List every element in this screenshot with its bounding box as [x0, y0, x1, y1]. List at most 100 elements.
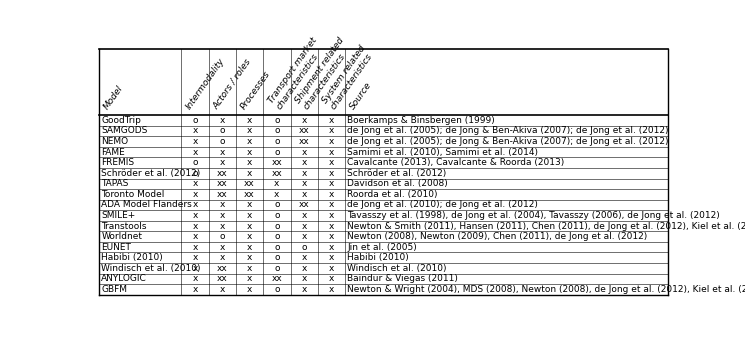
Text: xx: xx	[271, 274, 282, 284]
Text: Toronto Model: Toronto Model	[101, 190, 165, 199]
Text: Shipment related
characteristics: Shipment related characteristics	[294, 36, 354, 111]
Text: xx: xx	[299, 200, 310, 209]
Text: xx: xx	[299, 137, 310, 146]
Text: x: x	[192, 137, 197, 146]
Text: x: x	[302, 264, 307, 273]
Text: x: x	[247, 126, 253, 135]
Text: x: x	[302, 190, 307, 199]
Text: x: x	[192, 179, 197, 188]
Text: x: x	[274, 179, 279, 188]
Text: x: x	[274, 190, 279, 199]
Text: o: o	[192, 158, 197, 167]
Text: xx: xx	[217, 169, 228, 178]
Text: x: x	[192, 243, 197, 252]
Text: x: x	[192, 232, 197, 241]
Text: x: x	[247, 158, 253, 167]
Text: x: x	[247, 200, 253, 209]
Text: x: x	[247, 137, 253, 146]
Text: xx: xx	[217, 264, 228, 273]
Text: Roorda et al. (2010): Roorda et al. (2010)	[347, 190, 438, 199]
Text: x: x	[329, 253, 335, 262]
Text: o: o	[220, 137, 225, 146]
Text: o: o	[274, 137, 279, 146]
Text: Schröder et al. (2012): Schröder et al. (2012)	[347, 169, 447, 178]
Text: Newton (2008), Newton (2009), Chen (2011), de Jong et al. (2012): Newton (2008), Newton (2009), Chen (2011…	[347, 232, 647, 241]
Text: x: x	[302, 253, 307, 262]
Text: x: x	[192, 126, 197, 135]
Text: x: x	[302, 158, 307, 167]
Text: o: o	[220, 126, 225, 135]
Text: o: o	[192, 116, 197, 125]
Text: x: x	[302, 274, 307, 284]
Text: o: o	[274, 232, 279, 241]
Text: Cavalcante (2013), Cavalcante & Roorda (2013): Cavalcante (2013), Cavalcante & Roorda (…	[347, 158, 565, 167]
Text: Newton & Smith (2011), Hansen (2011), Chen (2011), de Jong et al. (2012), Kiel e: Newton & Smith (2011), Hansen (2011), Ch…	[347, 222, 745, 231]
Text: x: x	[247, 243, 253, 252]
Text: o: o	[220, 232, 225, 241]
Text: de Jong et al. (2010); de Jong et al. (2012): de Jong et al. (2010); de Jong et al. (2…	[347, 200, 539, 209]
Text: o: o	[274, 285, 279, 294]
Text: x: x	[329, 158, 335, 167]
Text: x: x	[192, 211, 197, 220]
Text: Worldnet: Worldnet	[101, 232, 142, 241]
Text: System related
characteristics: System related characteristics	[321, 44, 376, 111]
Text: x: x	[247, 148, 253, 157]
Text: o: o	[274, 126, 279, 135]
Text: x: x	[220, 243, 225, 252]
Text: xx: xx	[244, 190, 255, 199]
Text: EUNET: EUNET	[101, 243, 131, 252]
Text: x: x	[192, 148, 197, 157]
Text: x: x	[247, 211, 253, 220]
Text: x: x	[302, 116, 307, 125]
Text: x: x	[247, 285, 253, 294]
Text: xx: xx	[217, 190, 228, 199]
Text: x: x	[192, 253, 197, 262]
Text: x: x	[329, 179, 335, 188]
Text: x: x	[329, 232, 335, 241]
Text: x: x	[247, 264, 253, 273]
Text: x: x	[192, 190, 197, 199]
Text: x: x	[302, 285, 307, 294]
Text: Baindur & Viegas (2011): Baindur & Viegas (2011)	[347, 274, 458, 284]
Text: SAMGODS: SAMGODS	[101, 126, 148, 135]
Text: x: x	[220, 222, 225, 231]
Text: x: x	[220, 253, 225, 262]
Text: Windisch et al. (2010): Windisch et al. (2010)	[347, 264, 447, 273]
Text: x: x	[247, 116, 253, 125]
Text: Processes: Processes	[239, 69, 272, 111]
Text: o: o	[274, 264, 279, 273]
Text: Habibi (2010): Habibi (2010)	[101, 253, 163, 262]
Text: x: x	[302, 211, 307, 220]
Text: xx: xx	[299, 126, 310, 135]
Text: FAME: FAME	[101, 148, 125, 157]
Text: Model: Model	[102, 84, 124, 111]
Text: x: x	[329, 285, 335, 294]
Text: x: x	[192, 222, 197, 231]
Text: o: o	[302, 243, 307, 252]
Text: Boerkamps & Binsbergen (1999): Boerkamps & Binsbergen (1999)	[347, 116, 495, 125]
Text: xx: xx	[271, 169, 282, 178]
Text: x: x	[247, 169, 253, 178]
Text: x: x	[247, 232, 253, 241]
Text: x: x	[329, 169, 335, 178]
Text: Transtools: Transtools	[101, 222, 147, 231]
Text: xx: xx	[217, 179, 228, 188]
Text: FREMIS: FREMIS	[101, 158, 134, 167]
Text: o: o	[274, 243, 279, 252]
Text: Source: Source	[348, 81, 373, 111]
Text: x: x	[247, 274, 253, 284]
Text: x: x	[329, 264, 335, 273]
Text: Jin et al. (2005): Jin et al. (2005)	[347, 243, 417, 252]
Text: xx: xx	[217, 274, 228, 284]
Text: x: x	[329, 137, 335, 146]
Text: Habibi (2010): Habibi (2010)	[347, 253, 409, 262]
Text: o: o	[274, 116, 279, 125]
Text: x: x	[329, 148, 335, 157]
Text: Windisch et al. (2010): Windisch et al. (2010)	[101, 264, 200, 273]
Text: x: x	[220, 211, 225, 220]
Text: Actors / roles: Actors / roles	[212, 57, 253, 111]
Text: o: o	[274, 200, 279, 209]
Text: x: x	[192, 264, 197, 273]
Text: de Jong et al. (2005); de Jong & Ben-Akiva (2007); de Jong et al. (2012): de Jong et al. (2005); de Jong & Ben-Aki…	[347, 137, 669, 146]
Text: x: x	[302, 179, 307, 188]
